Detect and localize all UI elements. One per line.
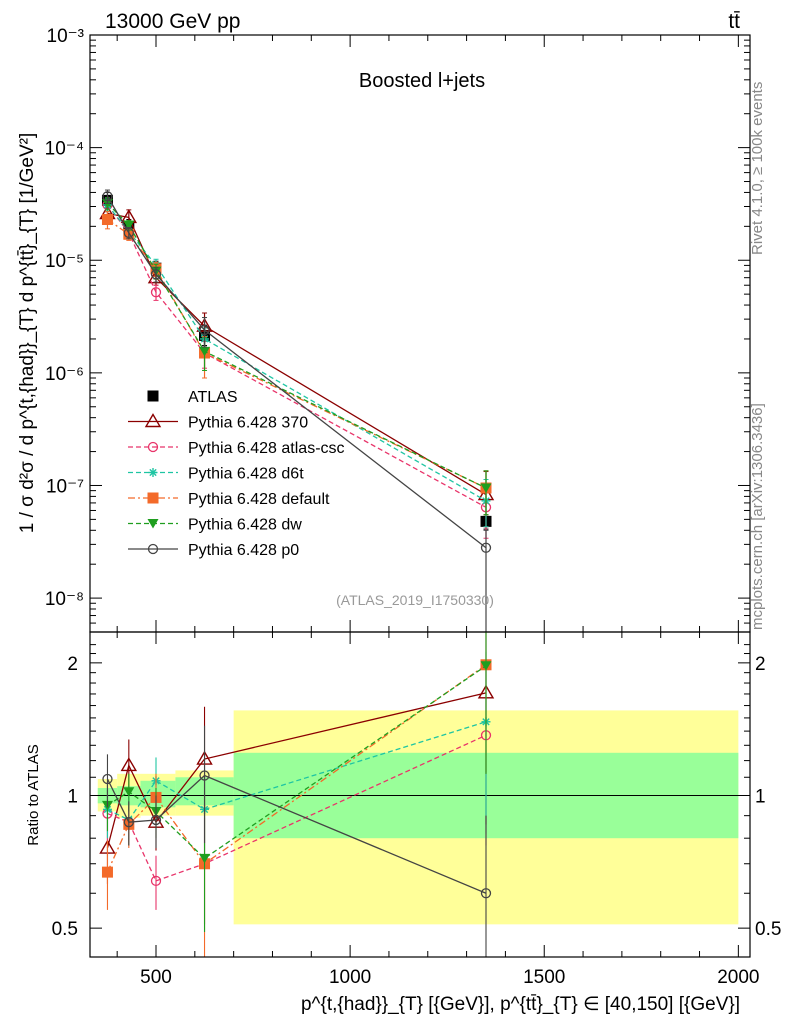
ratio-data-point — [199, 770, 210, 781]
ratio-y-tick-label: 1 — [67, 786, 78, 807]
ratio-bands — [97, 710, 739, 925]
legend-item-0: ATLAS — [147, 389, 238, 406]
ratio-data-point — [123, 787, 135, 797]
ratio-data-point — [123, 816, 134, 828]
main-data-point — [123, 227, 134, 239]
ratio-data-point — [150, 814, 162, 826]
analysis-id-label: (ATLAS_2019_I1750330) — [336, 592, 494, 608]
x-tick-label: 1000 — [329, 967, 371, 988]
legend-marker — [148, 468, 158, 477]
legend-item-1: Pythia 6.428 370 — [128, 413, 308, 432]
main-series-line-2 — [106, 204, 487, 508]
main-data-point — [150, 269, 162, 280]
ratio-series-line-1 — [107, 734, 487, 882]
process-label: tt̄ — [728, 10, 740, 33]
ratio-data-point — [120, 757, 138, 772]
legend-marker — [147, 390, 159, 402]
ratio-y-axis-title: Ratio to ATLAS — [25, 744, 42, 845]
main-y-axis-title-text: 1 / σ d²σ / d p^{t,{had}}_{T} d p^{tt̄}_… — [17, 133, 38, 533]
legend-marker — [147, 519, 159, 529]
x-axis-title: p^{t,{had}}_{T} [{GeV}], p^{tt̄}_{T} ∈ [… — [301, 994, 740, 1015]
legend-marker — [144, 413, 162, 428]
main-y-axis-title: 1 / σ d²σ / d p^{t,{had}}_{T} d p^{tt̄}_… — [17, 133, 38, 533]
ratio-y-tick-label: 2 — [67, 654, 78, 675]
legend-label: Pythia 6.428 d6t — [188, 466, 304, 483]
ratio-data-point — [480, 661, 492, 671]
x-tick-label: 1500 — [523, 967, 565, 988]
main-series-line-4 — [107, 218, 487, 489]
main-y-tick-label: 10⁻⁵ — [45, 251, 84, 272]
main-data-point — [102, 191, 113, 202]
ratio-data-point — [102, 773, 113, 785]
main-series-layer — [99, 189, 495, 633]
legend-item-5: Pythia 6.428 dw — [128, 517, 302, 534]
ratio-series-line-2 — [107, 721, 487, 821]
legend-label: Pythia 6.428 atlas-csc — [188, 440, 345, 457]
main-panel-title: Boosted l+jets — [359, 70, 485, 92]
rivet-label: Rivet 4.1.0, ≥ 100k events — [749, 82, 766, 255]
ratio-series-5 — [102, 725, 492, 957]
main-data-point — [199, 324, 210, 336]
main-data-point — [123, 220, 135, 231]
ratio-data-point — [480, 888, 492, 899]
ratio-y-axis-title-text: Ratio to ATLAS — [25, 744, 42, 845]
energy-label: 13000 GeV pp — [105, 10, 240, 33]
ratio-series-layer — [99, 632, 495, 957]
legend-marker-stroke — [149, 468, 157, 477]
legend-marker — [147, 441, 159, 453]
main-y-tick-label: 10⁻⁴ — [45, 139, 84, 160]
main-data-point — [150, 287, 162, 298]
main-y-tick-label: 10⁻⁸ — [45, 589, 84, 610]
ratio-y-tick-label-right: 0.5 — [755, 919, 781, 940]
legend-marker — [147, 543, 159, 555]
main-data-point — [199, 346, 211, 357]
ratio-panel: 0.5 0.5 1 1 2 2 500 1000 1500 2000 — [52, 631, 781, 988]
main-series-6 — [102, 189, 492, 633]
main-y-tick-label: 10⁻³ — [47, 26, 85, 47]
ratio-plot-frame — [89, 631, 751, 958]
main-data-point — [101, 214, 113, 226]
legend-item-3: Pythia 6.428 d6t — [128, 466, 304, 483]
legend-item-2: Pythia 6.428 atlas-csc — [128, 440, 345, 457]
ratio-y-tick-label: 0.5 — [52, 919, 78, 940]
main-data-point — [480, 542, 492, 553]
main-series-line-3 — [106, 204, 487, 502]
main-axis-ticks: 10⁻⁸ 10⁻⁷ 10⁻⁶ 10⁻⁵ 10⁻⁴ 10⁻³ — [45, 26, 750, 633]
ratio-data-point — [101, 866, 113, 878]
main-series-2 — [102, 198, 492, 539]
main-panel: 10⁻⁸ 10⁻⁷ 10⁻⁶ 10⁻⁵ 10⁻⁴ 10⁻³ — [45, 26, 751, 633]
main-data-point — [480, 483, 492, 493]
main-y-tick-label: 10⁻⁷ — [46, 476, 84, 497]
mcplots-label: mcplots.cern.ch [arXiv:1306.3436] — [749, 403, 766, 630]
ratio-data-point — [199, 853, 211, 864]
legend-label: ATLAS — [188, 389, 238, 406]
legend-label: Pythia 6.428 default — [188, 491, 330, 508]
ratio-y-tick-label-right: 1 — [755, 786, 766, 807]
legend-item-6: Pythia 6.428 p0 — [128, 542, 299, 559]
legend-label: Pythia 6.428 dw — [188, 517, 302, 534]
x-tick-label: 2000 — [717, 967, 759, 988]
legend-label: Pythia 6.428 370 — [188, 415, 308, 432]
main-y-tick-label: 10⁻⁶ — [45, 364, 84, 385]
legend: ATLAS Pythia 6.428 370 Pythia 6.428 atlas-… — [128, 389, 345, 559]
legend-marker — [147, 492, 159, 504]
ratio-y-tick-label-right: 2 — [755, 654, 766, 675]
legend-item-4: Pythia 6.428 default — [128, 491, 330, 508]
ratio-data-point — [150, 875, 162, 887]
ratio-axis-ticks: 0.5 0.5 1 1 2 2 500 1000 1500 2000 — [52, 632, 781, 988]
legend-label: Pythia 6.428 p0 — [188, 542, 299, 559]
x-tick-label: 500 — [140, 967, 172, 988]
